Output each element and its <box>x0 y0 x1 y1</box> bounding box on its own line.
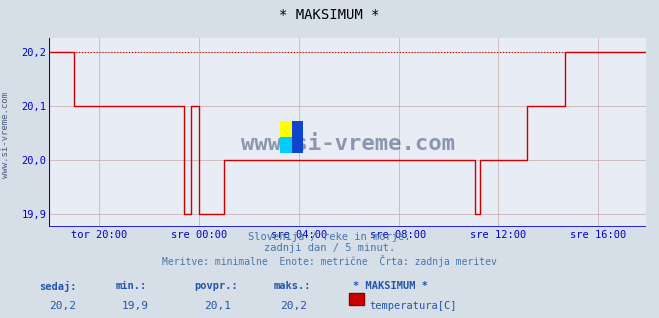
Text: maks.:: maks.: <box>273 281 311 291</box>
Text: 20,2: 20,2 <box>280 301 307 310</box>
Text: www.si-vreme.com: www.si-vreme.com <box>241 134 455 154</box>
Text: temperatura[C]: temperatura[C] <box>369 301 457 310</box>
Text: povpr.:: povpr.: <box>194 281 238 291</box>
Text: Slovenija / reke in morje.: Slovenija / reke in morje. <box>248 232 411 242</box>
Text: sedaj:: sedaj: <box>40 281 77 293</box>
Text: www.si-vreme.com: www.si-vreme.com <box>1 92 10 178</box>
Text: 20,1: 20,1 <box>204 301 231 310</box>
Text: * MAKSIMUM *: * MAKSIMUM * <box>279 8 380 22</box>
Text: zadnji dan / 5 minut.: zadnji dan / 5 minut. <box>264 243 395 253</box>
Text: * MAKSIMUM *: * MAKSIMUM * <box>353 281 428 291</box>
Text: 20,2: 20,2 <box>49 301 76 310</box>
Text: 19,9: 19,9 <box>122 301 149 310</box>
Text: min.:: min.: <box>115 281 146 291</box>
Text: Meritve: minimalne  Enote: metrične  Črta: zadnja meritev: Meritve: minimalne Enote: metrične Črta:… <box>162 255 497 267</box>
